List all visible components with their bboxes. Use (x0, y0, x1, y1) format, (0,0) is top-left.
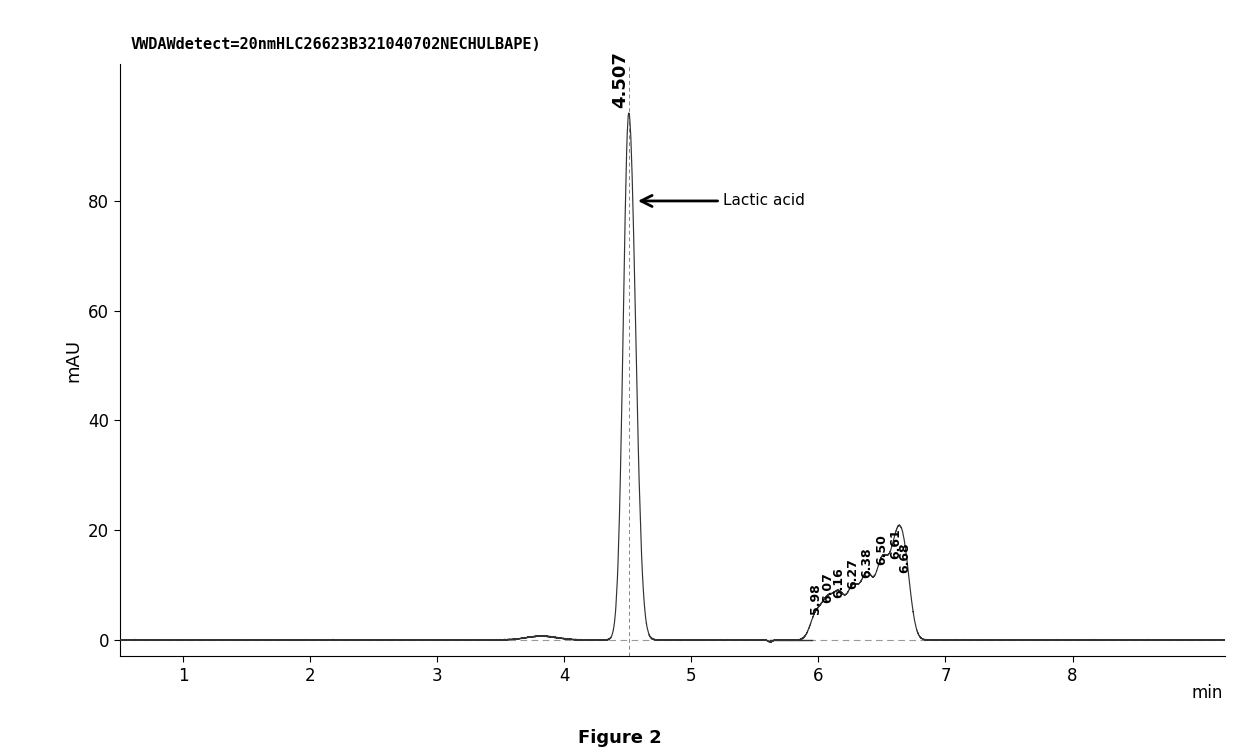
Y-axis label: mAU: mAU (64, 339, 83, 382)
Text: 6.27: 6.27 (846, 559, 859, 590)
Text: min: min (1192, 684, 1223, 702)
Text: 6.68: 6.68 (898, 542, 911, 573)
Text: 6.38: 6.38 (861, 548, 873, 578)
Text: 4.507: 4.507 (611, 51, 629, 108)
Text: 6.61: 6.61 (889, 529, 903, 559)
Text: 6.50: 6.50 (875, 534, 889, 565)
Text: VWDAWdetect=20nmHLC26623B321040702NECHULBAPE): VWDAWdetect=20nmHLC26623B321040702NECHUL… (130, 38, 542, 53)
Text: 5.98: 5.98 (810, 584, 822, 615)
Text: Lactic acid: Lactic acid (641, 194, 805, 208)
Text: 6.07: 6.07 (821, 572, 833, 603)
Text: Figure 2: Figure 2 (578, 728, 662, 746)
Text: 6.16: 6.16 (832, 567, 846, 598)
